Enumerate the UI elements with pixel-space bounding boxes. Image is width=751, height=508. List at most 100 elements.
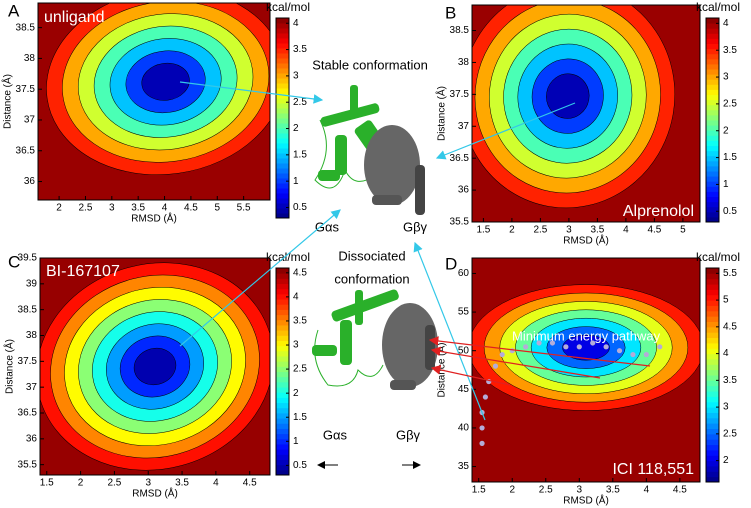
protein-label: Gβγ <box>403 219 428 234</box>
colorbar-cell <box>276 397 289 404</box>
plot-frame <box>471 4 701 223</box>
colorbar-cell <box>706 407 719 413</box>
colorbar-cell <box>276 183 289 189</box>
colorbar-cell <box>706 380 719 387</box>
y-tick-label: 38 <box>26 330 38 341</box>
x-tick-label: 3 <box>577 485 583 496</box>
panel-label: D <box>445 254 457 273</box>
colorbar-cell <box>706 120 719 126</box>
colorbar-cell <box>706 160 719 167</box>
colorbar-cell <box>276 148 289 154</box>
colorbar-cell <box>276 158 289 164</box>
y-tick-label: 36.5 <box>450 153 470 164</box>
colorbar-cell <box>706 310 719 317</box>
y-tick-label: 39.5 <box>18 253 38 264</box>
colorbar-cell <box>276 33 289 39</box>
colorbar-cell <box>276 98 289 104</box>
colorbar-tick-label: 2 <box>723 455 729 466</box>
colorbar-cell <box>276 449 289 455</box>
dissociated-structure <box>312 289 438 390</box>
colorbar-cell <box>706 58 719 65</box>
x-tick-label: 5 <box>680 225 686 236</box>
colorbar-cell <box>706 155 719 162</box>
colorbar-cell <box>706 375 719 381</box>
y-tick-label: 36 <box>26 433 38 444</box>
colorbar-tick-label: 3.5 <box>723 375 737 386</box>
colorbar-cell <box>706 109 719 116</box>
colorbar-label: kcal/mol <box>266 0 310 14</box>
colorbar-cell <box>276 376 289 383</box>
colorbar-cell <box>706 135 719 141</box>
colorbar-cell <box>706 449 719 456</box>
colorbar-cell <box>706 332 719 339</box>
y-tick-label: 38 <box>24 53 36 64</box>
colorbar-cell <box>276 392 289 398</box>
colorbar-cell <box>276 443 289 450</box>
path-point <box>549 340 556 346</box>
y-tick-label: 37 <box>24 115 36 126</box>
colorbar-cell <box>276 103 289 109</box>
colorbar-cell <box>276 133 289 139</box>
path-point <box>482 394 489 400</box>
colorbar-cell <box>706 181 719 187</box>
colorbar-cell <box>706 396 719 403</box>
colorbar-cell <box>706 171 719 177</box>
path-point <box>603 344 609 350</box>
y-tick-label: 38.5 <box>16 22 36 33</box>
y-tick-label: 38.5 <box>18 304 38 315</box>
colorbar-cell <box>276 73 289 79</box>
colorbar-cell <box>706 125 719 131</box>
colorbar-cell <box>276 278 289 285</box>
colorbar-cell <box>706 79 719 85</box>
x-tick-label: 5 <box>214 203 220 214</box>
colorbar-tick-label: 4 <box>723 348 729 359</box>
colorbar-cell <box>706 401 719 408</box>
x-tick-label: 4.5 <box>243 478 257 489</box>
colorbar-tick-label: 1.5 <box>293 149 307 160</box>
colorbar-tick-label: 4.5 <box>723 321 737 332</box>
colorbar-cell <box>276 68 289 74</box>
colorbar-cell <box>706 38 719 44</box>
colorbar-cell <box>276 423 289 429</box>
x-tick-label: 1.5 <box>476 225 490 236</box>
colorbar-cell <box>276 213 289 219</box>
colorbar-cell <box>276 345 289 352</box>
colorbar-tick-label: 3.5 <box>293 44 307 55</box>
colorbar-cell <box>276 412 289 419</box>
colorbar-cell <box>276 193 289 199</box>
contour-area <box>472 5 700 222</box>
colorbar-cell <box>276 168 289 174</box>
colorbar-cell <box>276 138 289 144</box>
colorbar-cell <box>706 165 719 172</box>
colorbar-cell <box>706 364 719 371</box>
y-tick-label: 37.5 <box>18 356 38 367</box>
colorbar-tick-label: 2 <box>723 125 729 136</box>
colorbar-cell <box>276 418 289 424</box>
colorbar-cell <box>706 63 719 70</box>
colorbar-cell <box>276 38 289 44</box>
y-tick-label: 36 <box>24 176 36 187</box>
colorbar-cell <box>276 53 289 59</box>
colorbar-cell <box>706 99 719 106</box>
dissociated-label: conformation <box>334 271 409 286</box>
y-tick-label: 50 <box>458 345 470 356</box>
colorbar-tick-label: 4 <box>293 18 299 29</box>
colorbar-tick-label: 0.5 <box>293 202 307 213</box>
colorbar-cell <box>276 330 289 336</box>
y-tick-label: 38 <box>458 57 470 68</box>
x-tick-label: 4.5 <box>673 485 687 496</box>
path-point <box>479 440 485 446</box>
colorbar-tick-label: 2.5 <box>723 99 737 110</box>
colorbar-tick-label: 0.5 <box>723 206 737 217</box>
colorbar-cell <box>276 304 289 310</box>
colorbar-cell <box>706 140 719 146</box>
colorbar-cell <box>276 18 289 24</box>
colorbar-cell <box>706 391 719 397</box>
colorbar-cell <box>706 369 719 376</box>
path-point <box>616 348 623 354</box>
colorbar-cell <box>706 278 719 285</box>
x-tick-label: 2.5 <box>539 485 553 496</box>
x-tick-label: 2 <box>509 225 515 236</box>
colorbar-cell <box>706 114 719 121</box>
colorbar-tick-label: 2.5 <box>723 428 737 439</box>
